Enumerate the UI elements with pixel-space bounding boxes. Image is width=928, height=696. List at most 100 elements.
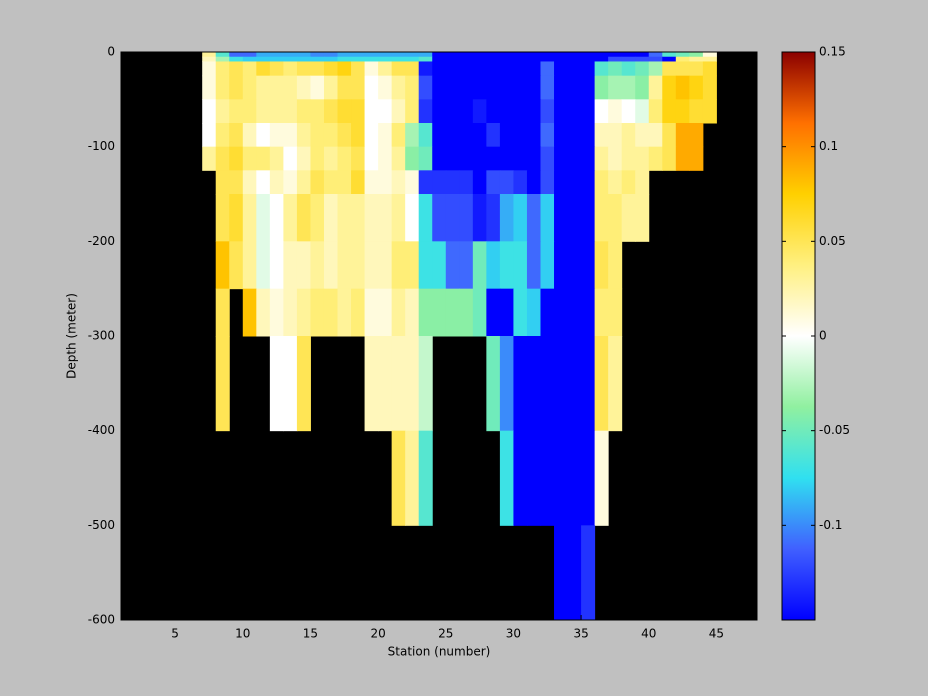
heatmap-cell — [378, 99, 393, 124]
heatmap-cell — [432, 170, 447, 195]
heatmap-cell — [242, 56, 257, 62]
heatmap-cell — [675, 123, 690, 148]
heatmap-cell — [215, 56, 230, 62]
heatmap-cell — [635, 123, 650, 148]
heatmap-cell — [269, 75, 284, 100]
heatmap-cell — [702, 61, 717, 77]
heatmap-cell — [391, 170, 406, 195]
heatmap-cell — [526, 123, 541, 148]
heatmap-cell — [554, 56, 569, 62]
heatmap-cell — [702, 52, 717, 58]
heatmap-cell — [283, 99, 298, 124]
heatmap-cell — [554, 52, 569, 58]
heatmap-cell — [554, 288, 569, 337]
heatmap-cell — [567, 288, 582, 337]
heatmap-cell — [472, 56, 487, 62]
heatmap-cell — [594, 61, 609, 77]
heatmap-cell — [418, 61, 433, 77]
heatmap-cell — [229, 61, 244, 77]
heatmap-cell — [513, 61, 528, 77]
x-tick-label: 5 — [171, 627, 179, 641]
heatmap-cell — [323, 194, 339, 242]
heatmap-cell — [608, 336, 623, 432]
heatmap-cell — [364, 170, 379, 195]
heatmap-cell — [540, 56, 555, 62]
heatmap-cell — [499, 99, 514, 124]
heatmap-cell — [459, 170, 474, 195]
heatmap-cell — [269, 56, 284, 62]
heatmap-cell — [526, 146, 541, 171]
heatmap-cell — [378, 288, 393, 337]
heatmap-cell — [418, 288, 433, 337]
heatmap-cell — [567, 146, 582, 171]
heatmap-cell — [337, 52, 352, 58]
heatmap-cell — [323, 61, 339, 77]
heatmap-cell — [567, 99, 582, 124]
heatmap-cell — [296, 75, 311, 100]
heatmap-cell — [323, 123, 339, 148]
heatmap-cell — [567, 241, 582, 290]
heatmap-cell — [648, 61, 663, 77]
heatmap-cell — [418, 56, 433, 62]
heatmap-cell — [432, 194, 447, 242]
heatmap-cell — [499, 170, 514, 195]
heatmap-cell — [283, 170, 298, 195]
heatmap-cell — [472, 99, 487, 124]
heatmap-cell — [256, 123, 271, 148]
heatmap-cell — [229, 56, 244, 62]
heatmap-cell — [202, 61, 217, 77]
heatmap-cell — [472, 146, 487, 171]
heatmap-cell — [499, 123, 514, 148]
heatmap-cell — [310, 52, 325, 58]
heatmap-cell — [323, 288, 339, 337]
heatmap-cell — [405, 99, 420, 124]
heatmap-cell — [256, 194, 271, 242]
heatmap-cell — [608, 170, 623, 195]
heatmap-cell — [581, 52, 596, 58]
heatmap-cell — [581, 56, 596, 62]
heatmap-cell — [621, 123, 636, 148]
heatmap-cell — [526, 52, 541, 58]
colorbar-tick-label: 0.1 — [819, 139, 838, 153]
colorbar-tick-label: -0.05 — [819, 423, 850, 437]
heatmap-cell — [635, 52, 650, 58]
heatmap-cell — [459, 123, 474, 148]
heatmap-cell — [364, 336, 379, 432]
heatmap-cell — [215, 75, 230, 100]
heatmap-cell — [445, 288, 460, 337]
heatmap-cell — [283, 52, 298, 58]
x-tick-label: 15 — [303, 627, 318, 641]
heatmap-cell — [594, 52, 609, 58]
colorbar-tick-label: 0.05 — [819, 234, 846, 248]
heatmap-cell — [540, 146, 555, 171]
heatmap-cell — [351, 75, 366, 100]
heatmap-cell — [378, 52, 393, 58]
colorbar-tick-label: -0.1 — [819, 518, 842, 532]
heatmap-cell — [391, 241, 406, 290]
heatmap-cell — [486, 52, 501, 58]
heatmap-cell — [391, 99, 406, 124]
heatmap-cell — [635, 146, 650, 171]
colorbar-tick-label: 0 — [819, 329, 827, 343]
heatmap-cell — [310, 146, 325, 171]
heatmap-cell — [594, 288, 609, 337]
heatmap-cell — [269, 52, 284, 58]
heatmap-cell — [702, 75, 717, 100]
heatmap-cell — [256, 146, 271, 171]
heatmap-cell — [296, 56, 311, 62]
heatmap-cell — [432, 52, 447, 58]
heatmap-cell — [351, 123, 366, 148]
heatmap-cell — [635, 99, 650, 124]
heatmap-cell — [283, 288, 298, 337]
heatmap-cell — [405, 123, 420, 148]
heatmap-cell — [445, 241, 460, 290]
heatmap-cell — [256, 56, 271, 62]
heatmap-cell — [364, 61, 379, 77]
heatmap-cell — [445, 99, 460, 124]
heatmap-cell — [445, 61, 460, 77]
heatmap-cell — [554, 194, 569, 242]
heatmap-cell — [635, 170, 650, 195]
heatmap-cell — [472, 75, 487, 100]
heatmap-cell — [391, 194, 406, 242]
heatmap-cell — [215, 146, 230, 171]
